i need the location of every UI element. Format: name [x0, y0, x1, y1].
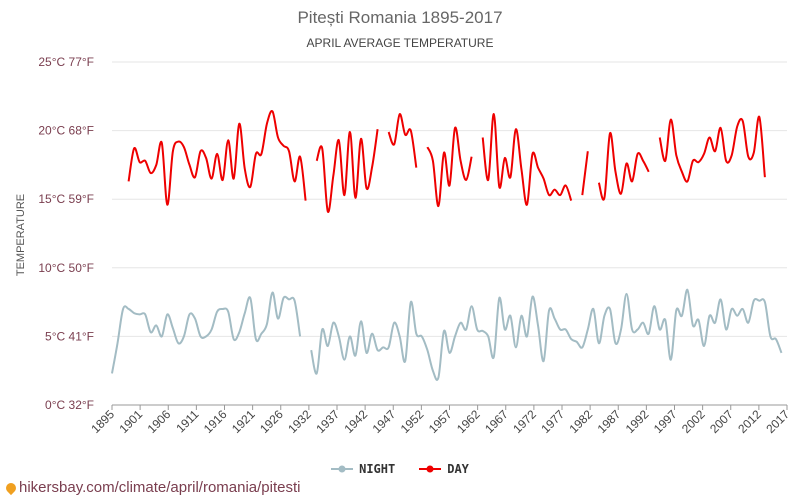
day-series-line	[127, 109, 307, 206]
x-tick-label: 1997	[651, 407, 680, 436]
x-tick-label: 2017	[763, 407, 792, 436]
x-tick-label: 1972	[510, 407, 539, 436]
x-tick-label: 1911	[173, 407, 201, 435]
y-tick-label: 5°C 41°F	[45, 329, 94, 343]
x-tick-labels: 1895 1901 1906 1911 1916 1921 1926 1932 1937 1942…	[88, 405, 792, 436]
y-tick-label: 25°C 77°F	[38, 55, 94, 69]
legend-night-label: NIGHT	[359, 462, 396, 476]
x-tick-label: 1982	[566, 407, 595, 436]
x-tick-label: 1916	[201, 407, 230, 436]
y-tick-label: 15°C 59°F	[38, 192, 94, 206]
chart-title: Pitești Romania 1895-2017	[297, 8, 503, 27]
x-tick-label: 2007	[707, 407, 736, 436]
x-tick-label: 1952	[398, 407, 427, 436]
night-legend-marker	[331, 465, 354, 473]
x-tick-label: 1926	[257, 407, 286, 436]
day-series-line	[658, 115, 766, 183]
legend: NIGHT DAY	[0, 462, 800, 476]
legend-night[interactable]: NIGHT	[331, 462, 395, 476]
day-series-line	[481, 113, 573, 206]
legend-day-label: DAY	[447, 462, 469, 476]
location-pin-icon	[3, 480, 19, 495]
temperature-chart: 0°C 32°F 5°C 41°F 10°C 50°F 15°C 59°F 20°C 6…	[38, 55, 792, 436]
x-tick-label: 1977	[538, 407, 567, 436]
x-tick-label: 1932	[285, 407, 314, 436]
day-series-line	[315, 129, 379, 213]
x-tick-label: 1906	[145, 407, 174, 436]
x-tick-label: 1987	[595, 407, 624, 436]
x-tick-label: 1957	[426, 407, 455, 436]
y-tick-label: 10°C 50°F	[38, 261, 94, 275]
x-tick-label: 1967	[482, 407, 511, 436]
day-series-line	[426, 126, 473, 208]
footer: hikersbay.com/climate/april/romania/pite…	[3, 479, 301, 496]
legend-day[interactable]: DAY	[419, 462, 469, 476]
x-tick-label: 1921	[229, 407, 258, 436]
y-tick-label: 20°C 68°F	[38, 124, 94, 138]
night-series-line	[310, 288, 783, 381]
chart-subtitle: APRIL AVERAGE TEMPERATURE	[306, 36, 494, 50]
x-tick-label: 2002	[679, 407, 708, 436]
series-lines	[111, 109, 783, 381]
day-legend-marker	[419, 465, 442, 473]
night-series-line	[111, 291, 302, 374]
day-series-line	[597, 132, 650, 201]
day-series-line	[387, 113, 418, 168]
x-tick-label: 1942	[341, 407, 370, 436]
x-tick-label: 1962	[454, 407, 483, 436]
x-tick-label: 1992	[623, 407, 652, 436]
footer-url[interactable]: hikersbay.com/climate/april/romania/pite…	[19, 479, 301, 496]
x-tick-label: 1937	[313, 407, 342, 436]
x-tick-label: 2012	[735, 407, 764, 436]
x-tick-label: 1947	[370, 407, 399, 436]
day-series-line	[581, 151, 589, 196]
y-tick-labels: 0°C 32°F 5°C 41°F 10°C 50°F 15°C 59°F 20°C 6…	[38, 55, 94, 412]
y-tick-label: 0°C 32°F	[45, 398, 94, 412]
x-tick-label: 1901	[116, 407, 145, 436]
